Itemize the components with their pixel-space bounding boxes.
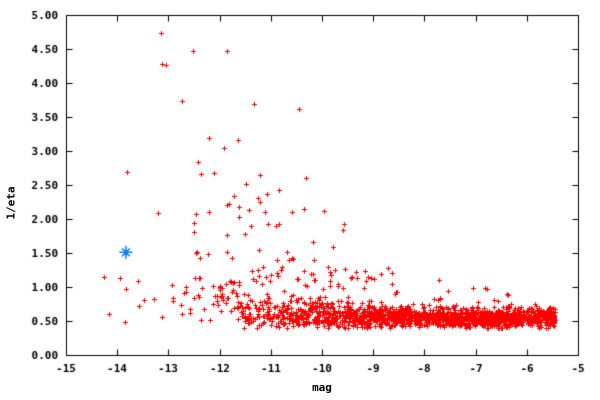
x-axis-title: mag [312, 381, 332, 394]
y-axis-title: 1/eta [4, 186, 18, 220]
